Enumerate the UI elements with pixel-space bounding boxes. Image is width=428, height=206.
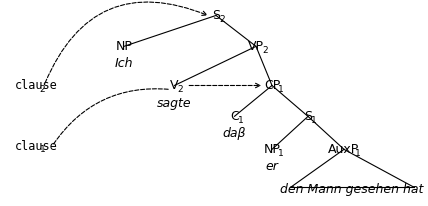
Text: clause: clause (15, 79, 57, 92)
Text: 2: 2 (40, 85, 45, 94)
Text: S: S (304, 110, 312, 123)
Text: NP: NP (264, 143, 280, 156)
Text: 2: 2 (262, 46, 268, 55)
Text: V: V (170, 79, 178, 92)
Text: er: er (265, 160, 279, 173)
Text: NP: NP (116, 40, 132, 53)
Text: AuxP: AuxP (328, 143, 360, 156)
Text: CP: CP (264, 79, 280, 92)
Text: clause: clause (15, 140, 57, 153)
Text: daβ: daβ (223, 127, 246, 140)
Text: C: C (230, 110, 239, 123)
Text: 1: 1 (278, 149, 284, 158)
Text: 1: 1 (238, 116, 244, 125)
Text: 1: 1 (40, 145, 46, 154)
Text: Ich: Ich (115, 57, 133, 70)
Text: 2: 2 (220, 15, 225, 24)
Text: VP: VP (248, 40, 264, 53)
Text: 1: 1 (311, 116, 317, 125)
Text: den Mann gesehen hat: den Mann gesehen hat (280, 183, 424, 196)
Text: 1: 1 (355, 149, 361, 158)
Text: S: S (212, 9, 220, 22)
Text: 2: 2 (178, 85, 183, 94)
Text: 1: 1 (278, 85, 284, 94)
Text: sagte: sagte (157, 96, 192, 110)
